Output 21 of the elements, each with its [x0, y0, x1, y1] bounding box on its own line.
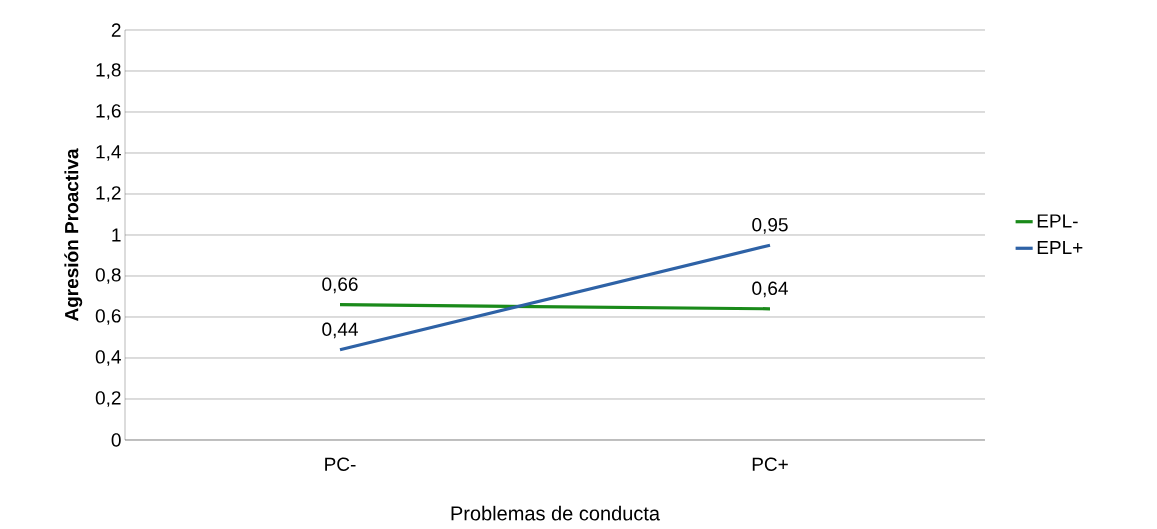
y-tick-label: 1,6 — [96, 104, 121, 120]
data-label: 0,66 — [322, 277, 358, 294]
data-label: 0,95 — [752, 218, 788, 234]
y-axis-title: Agresión Proactiva — [64, 148, 83, 322]
y-tick-label: 0 — [111, 433, 121, 447]
y-tick-label: 2 — [111, 23, 121, 37]
y-tick-label: 1,8 — [96, 63, 121, 79]
y-tick-label: 0,8 — [95, 268, 121, 284]
y-tick-label: 0,6 — [95, 309, 121, 325]
y-tick-label: 1 — [112, 228, 121, 242]
y-tick-label: 0,4 — [95, 350, 121, 366]
data-label: 0,64 — [752, 281, 788, 298]
x-axis-title: Problemas de conducta — [451, 505, 661, 521]
x-tick-label: PC+ — [752, 457, 788, 471]
legend-label: EPL- — [1037, 214, 1078, 228]
x-tick-label: PC- — [325, 457, 356, 471]
y-tick-label: 1,2 — [96, 186, 121, 202]
y-tick-label: 0,2 — [95, 391, 121, 407]
y-tick-label: 1,4 — [96, 145, 121, 161]
data-label: 0,44 — [322, 322, 358, 339]
legend-label: EPL+ — [1037, 241, 1083, 255]
